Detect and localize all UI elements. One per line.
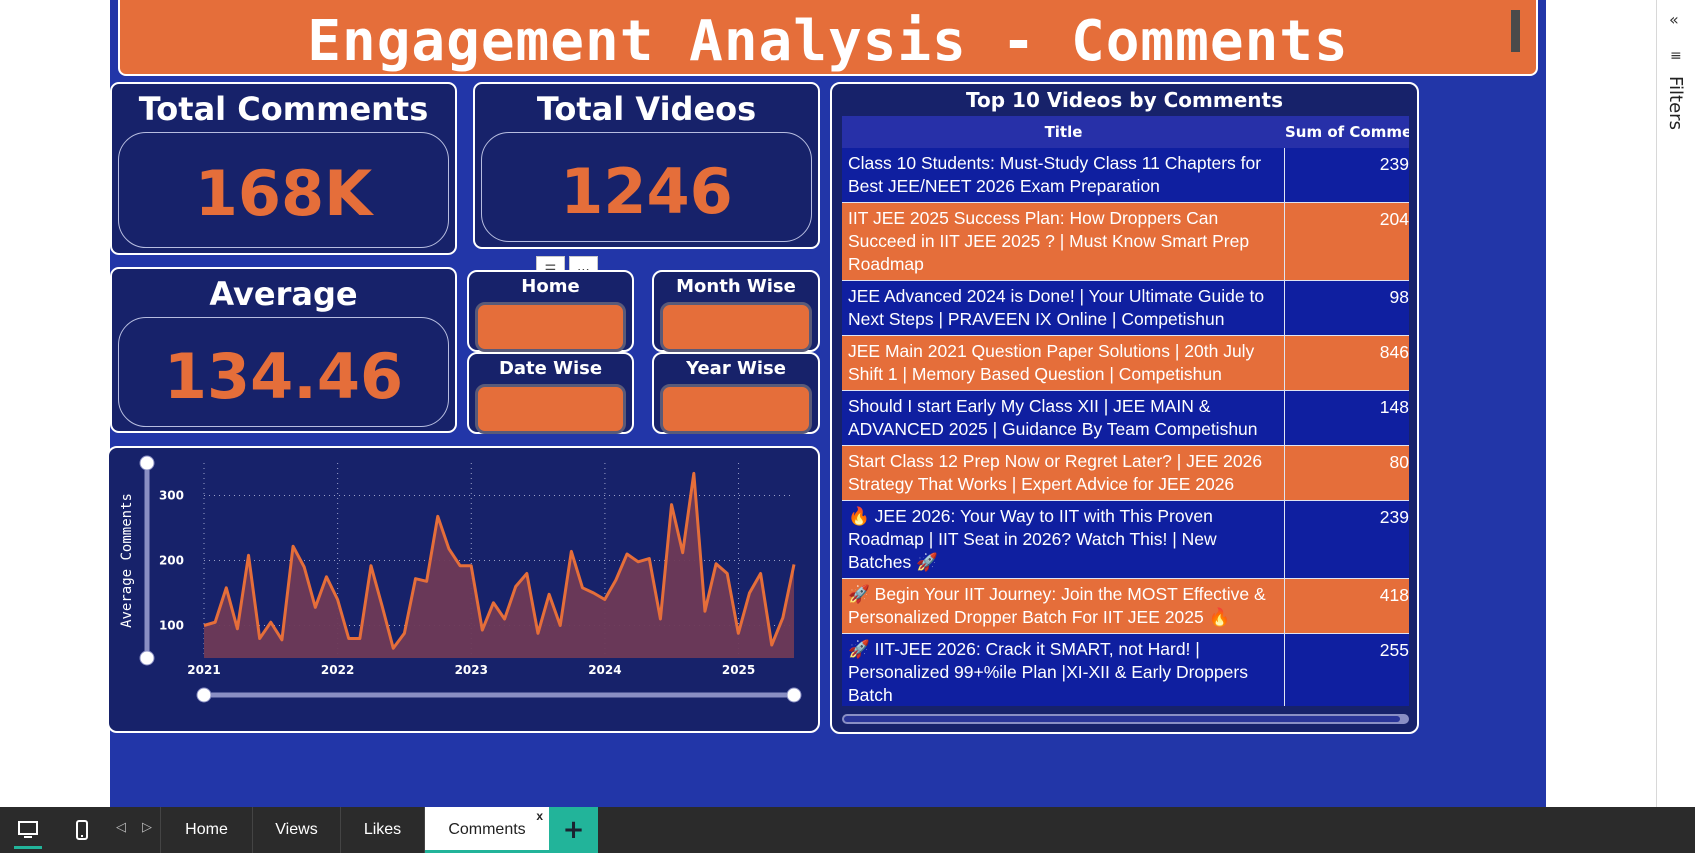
cell-title: Start Class 12 Prep Now or Regret Later?… bbox=[842, 446, 1285, 500]
vertical-zoom-handle-bottom bbox=[139, 650, 155, 666]
table-row[interactable]: 🔥 JEE 2026: Your Way to IIT with This Pr… bbox=[842, 501, 1409, 579]
cell-title: Class 10 Students: Must-Study Class 11 C… bbox=[842, 148, 1285, 202]
add-page-button[interactable]: + bbox=[549, 807, 598, 853]
kpi-label: Total Comments bbox=[138, 90, 429, 128]
average-comments-chart[interactable]: 100 200 300 2021 2022 2023 2024 2025 Average Com… bbox=[107, 446, 820, 733]
tab-label: Comments bbox=[448, 821, 526, 838]
slicer-label: Month Wise bbox=[676, 276, 796, 297]
cell-title: JEE Advanced 2024 is Done! | Your Ultima… bbox=[842, 281, 1285, 335]
y-tick-label: 200 bbox=[159, 554, 184, 568]
vertical-zoom-handle-top bbox=[139, 455, 155, 471]
monitor-icon bbox=[18, 821, 38, 838]
cell-sum-comments: 418 bbox=[1379, 585, 1409, 605]
kpi-value-box: 134.46 bbox=[118, 317, 449, 427]
cell-title: Should I start Early My Class XII | JEE … bbox=[842, 391, 1285, 445]
table-body[interactable]: Title Sum of Comments Class 10 Students:… bbox=[842, 116, 1409, 706]
kpi-value: 168K bbox=[194, 157, 373, 230]
collapse-filters-icon[interactable]: « bbox=[1669, 10, 1679, 29]
cell-sum-comments: 98 bbox=[1389, 287, 1409, 307]
kpi-value: 1246 bbox=[560, 155, 733, 228]
series-area-fill bbox=[204, 473, 794, 658]
kpi-value-box: 1246 bbox=[481, 132, 812, 242]
cell-sum-comments: 204 bbox=[1379, 209, 1409, 229]
slicer-label: Year Wise bbox=[686, 358, 786, 379]
previous-page-icon[interactable]: ◁ bbox=[116, 820, 126, 835]
table-rows: Class 10 Students: Must-Study Class 11 C… bbox=[842, 148, 1409, 706]
cell-title: JEE Main 2021 Question Paper Solutions |… bbox=[842, 336, 1285, 390]
kpi-card-average-comments[interactable]: Average Comments 134.46 bbox=[110, 267, 457, 433]
slicer-year-wise[interactable]: Year Wise bbox=[652, 352, 820, 434]
scrollbar-thumb[interactable] bbox=[844, 716, 1400, 722]
page-tab-bar: ◁ ▷ Home Views Likes Comments x + bbox=[0, 807, 1695, 853]
series-line bbox=[203, 471, 796, 650]
table-horizontal-scrollbar[interactable] bbox=[842, 714, 1409, 724]
close-tab-icon[interactable]: x bbox=[536, 809, 543, 823]
slicer-dropdown[interactable] bbox=[475, 384, 626, 434]
table-row[interactable]: JEE Main 2021 Question Paper Solutions |… bbox=[842, 336, 1409, 391]
x-tick-label: 2025 bbox=[722, 663, 755, 677]
cell-title: IIT JEE 2025 Success Plan: How Droppers … bbox=[842, 203, 1285, 280]
title-scrollbar[interactable] bbox=[1511, 10, 1520, 52]
table-row[interactable]: JEE Advanced 2024 is Done! | Your Ultima… bbox=[842, 281, 1409, 336]
tab-comments[interactable]: Comments x bbox=[424, 807, 549, 853]
cell-sum-comments: 239 bbox=[1379, 507, 1409, 527]
x-tick-label: 2021 bbox=[187, 663, 220, 677]
table-row[interactable]: Should I start Early My Class XII | JEE … bbox=[842, 391, 1409, 446]
filters-pane: « ≡ Filters bbox=[1656, 0, 1695, 807]
mobile-view-icon[interactable] bbox=[60, 807, 104, 853]
tab-views[interactable]: Views bbox=[252, 807, 340, 853]
phone-icon bbox=[76, 820, 88, 840]
table-row[interactable]: IIT JEE 2025 Success Plan: How Droppers … bbox=[842, 203, 1409, 281]
slicer-label: Date Wise bbox=[498, 358, 603, 379]
slicer-dropdown[interactable] bbox=[475, 302, 626, 352]
report-title-banner: Engagement Analysis - Comments bbox=[118, 0, 1538, 76]
y-tick-label: 100 bbox=[159, 619, 184, 633]
cell-title: 🚀 IIT-JEE 2026: Crack it SMART, not Hard… bbox=[842, 634, 1285, 706]
table-row[interactable]: Start Class 12 Prep Now or Regret Later?… bbox=[842, 446, 1409, 501]
x-tick-label: 2024 bbox=[588, 663, 621, 677]
cell-sum-comments: 239 bbox=[1379, 154, 1409, 174]
x-tick-label: 2022 bbox=[321, 663, 354, 677]
slicer-label: Home bbox=[521, 276, 580, 297]
horizontal-zoom-handle-right bbox=[786, 687, 802, 703]
tab-likes[interactable]: Likes bbox=[340, 807, 424, 853]
horizontal-zoom-handle-left bbox=[196, 687, 212, 703]
next-page-icon[interactable]: ▷ bbox=[142, 820, 152, 835]
table-row[interactable]: Class 10 Students: Must-Study Class 11 C… bbox=[842, 148, 1409, 203]
filters-label[interactable]: Filters bbox=[1665, 76, 1686, 130]
slicer-dropdown[interactable] bbox=[660, 384, 812, 434]
y-axis-title: Average Comments bbox=[119, 493, 135, 628]
slicer-month-wise[interactable]: Month Wise bbox=[652, 270, 820, 352]
cell-sum-comments: 255 bbox=[1379, 640, 1409, 660]
cell-sum-comments: 148 bbox=[1379, 397, 1409, 417]
x-tick-label: 2023 bbox=[455, 663, 488, 677]
kpi-value-box: 168K bbox=[118, 132, 449, 248]
kpi-value: 134.46 bbox=[163, 340, 404, 413]
top-videos-table-card[interactable]: Top 10 Videos by Comments Title Sum of C… bbox=[830, 82, 1419, 734]
cell-title: 🚀 Begin Your IIT Journey: Join the MOST … bbox=[842, 579, 1285, 633]
report-title: Engagement Analysis - Comments bbox=[307, 9, 1349, 74]
filter-pane-icon[interactable]: ≡ bbox=[1670, 48, 1682, 64]
cell-sum-comments: 80 bbox=[1389, 452, 1409, 472]
table-header-row: Title Sum of Comments bbox=[842, 116, 1409, 148]
slicer-home[interactable]: Home bbox=[467, 270, 634, 352]
tab-home[interactable]: Home bbox=[160, 807, 252, 853]
table-title: Top 10 Videos by Comments bbox=[966, 88, 1283, 112]
table-row[interactable]: 🚀 IIT-JEE 2026: Crack it SMART, not Hard… bbox=[842, 634, 1409, 706]
kpi-label: Total Videos bbox=[536, 90, 757, 128]
kpi-card-total-comments[interactable]: Total Comments 168K bbox=[110, 82, 457, 255]
cell-title: 🔥 JEE 2026: Your Way to IIT with This Pr… bbox=[842, 501, 1285, 578]
report-canvas: Engagement Analysis - Comments Total Com… bbox=[107, 0, 1546, 807]
desktop-view-icon[interactable] bbox=[6, 807, 50, 853]
slicer-date-wise[interactable]: Date Wise bbox=[467, 352, 634, 434]
table-row[interactable]: 🚀 Begin Your IIT Journey: Join the MOST … bbox=[842, 579, 1409, 634]
kpi-card-total-videos[interactable]: Total Videos 1246 bbox=[473, 82, 820, 249]
y-tick-label: 300 bbox=[159, 489, 184, 503]
cell-sum-comments: 846 bbox=[1379, 342, 1409, 362]
column-header-title[interactable]: Title bbox=[1044, 123, 1083, 141]
column-header-sum-comments[interactable]: Sum of Comments bbox=[1285, 123, 1409, 141]
slicer-dropdown[interactable] bbox=[660, 302, 812, 352]
chart-svg: 100 200 300 2021 2022 2023 2024 2025 Average Com… bbox=[119, 455, 802, 703]
